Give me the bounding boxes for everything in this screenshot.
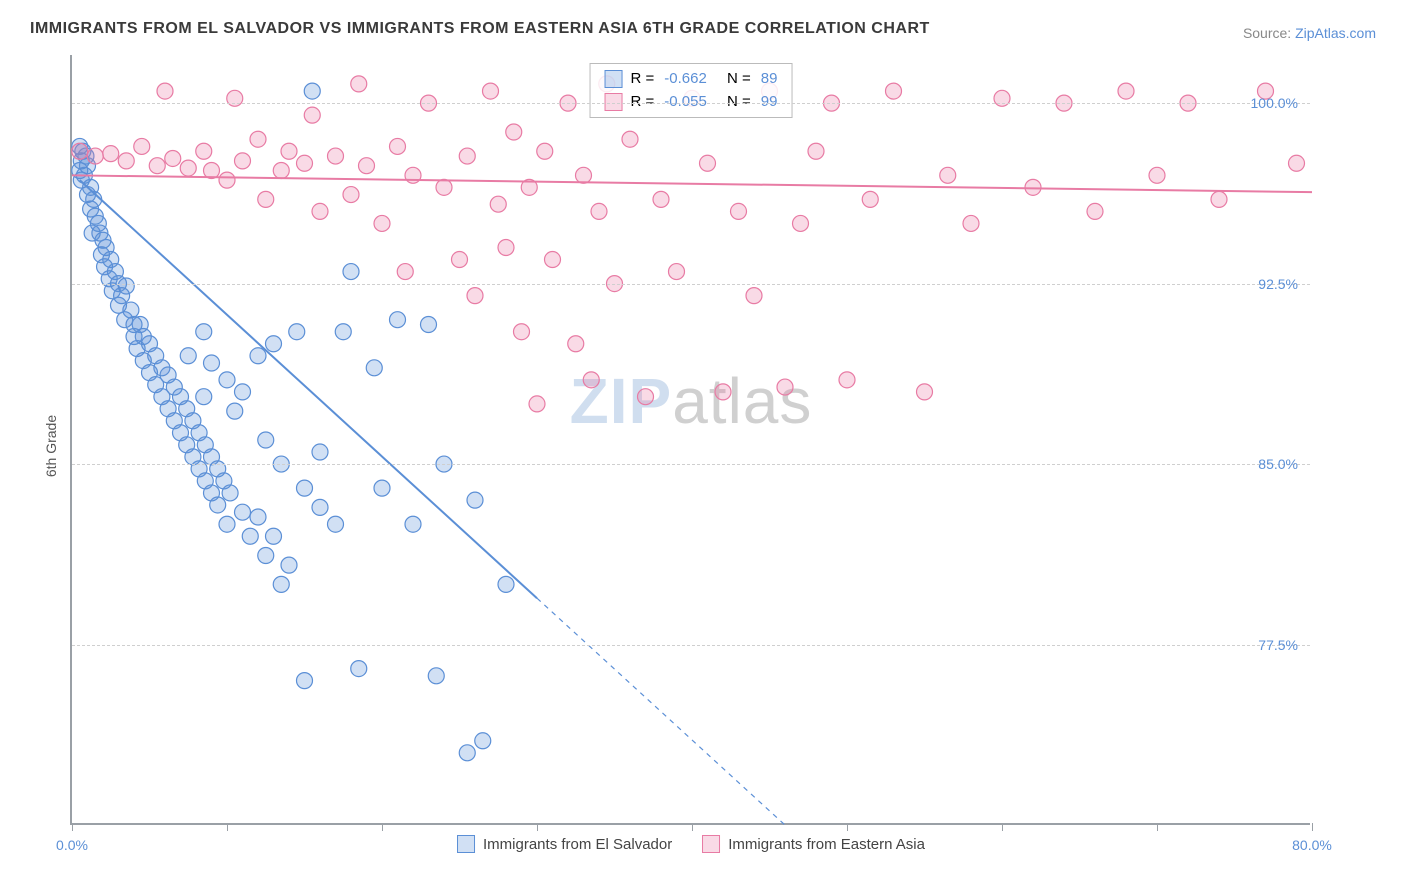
legend-item-0: Immigrants from El Salvador [457,835,672,853]
legend-row-series-1: R = -0.055 N = 99 [605,91,778,114]
gridline-h [72,464,1310,465]
x-tick-label: 80.0% [1292,837,1332,853]
legend-correlation-box: R = -0.662 N = 89 R = -0.055 N = 99 [590,63,793,118]
legend-label-0: Immigrants from El Salvador [483,836,672,853]
x-tick [72,823,73,831]
legend-r-value-0: -0.662 [664,68,707,91]
legend-r-prefix: R = [631,91,655,114]
legend-swatch-1b [702,835,720,853]
legend-r-prefix: R = [631,68,655,91]
x-tick [1312,823,1313,831]
legend-swatch-1 [605,93,623,111]
source-label: Source: [1243,25,1291,41]
chart-title: IMMIGRANTS FROM EL SALVADOR VS IMMIGRANT… [30,20,930,38]
y-tick-label: 100.0% [1251,95,1298,111]
scatter-svg [72,55,1310,823]
legend-series-names: Immigrants from El Salvador Immigrants f… [457,835,925,853]
x-tick [1002,823,1003,831]
x-tick-label: 0.0% [56,837,88,853]
legend-row-series-0: R = -0.662 N = 89 [605,68,778,91]
legend-swatch-0b [457,835,475,853]
legend-label-1: Immigrants from Eastern Asia [728,836,925,853]
x-tick [1157,823,1158,831]
x-tick [227,823,228,831]
gridline-h [72,284,1310,285]
legend-item-1: Immigrants from Eastern Asia [702,835,925,853]
legend-n-value-0: 89 [761,68,778,91]
x-tick [847,823,848,831]
x-tick [537,823,538,831]
x-tick [382,823,383,831]
legend-r-value-1: -0.055 [664,91,707,114]
legend-n-prefix: N = [727,68,751,91]
legend-swatch-0 [605,70,623,88]
y-tick-label: 92.5% [1258,276,1298,292]
source-attribution: Source: ZipAtlas.com [1243,25,1376,41]
y-tick-label: 77.5% [1258,637,1298,653]
legend-n-prefix: N = [727,91,751,114]
gridline-h [72,103,1310,104]
x-tick [692,823,693,831]
y-tick-label: 85.0% [1258,456,1298,472]
source-link[interactable]: ZipAtlas.com [1295,25,1376,41]
gridline-h [72,645,1310,646]
legend-n-value-1: 99 [761,91,778,114]
y-axis-label: 6th Grade [43,415,59,477]
chart-plot-area: ZIPatlas R = -0.662 N = 89 R = -0.055 N … [70,55,1310,825]
